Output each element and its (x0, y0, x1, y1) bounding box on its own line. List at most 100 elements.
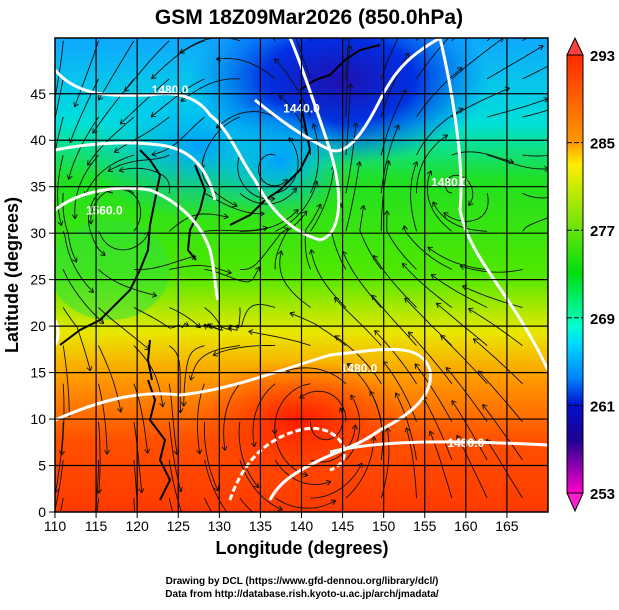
streamline (204, 497, 213, 512)
streamline (432, 201, 488, 232)
streamline-arrow (119, 119, 126, 125)
streamline-arrow (293, 208, 299, 215)
streamline-arrow (414, 363, 420, 369)
x-tick-label: 165 (495, 518, 519, 534)
streamline-arrow (221, 445, 228, 451)
streamline-arrow (196, 449, 203, 455)
streamline-arrow (213, 485, 219, 492)
streamline (407, 331, 453, 384)
streamline-arrow (226, 0, 231, 1)
streamline-arrow (291, 187, 298, 194)
streamline-arrow (356, 161, 362, 167)
footer-credit-drawing: Drawing by DCL (https://www.gfd-dennou.o… (166, 576, 439, 587)
streamline-arrow (384, 427, 391, 433)
streamline (285, 367, 347, 385)
streamline (98, 269, 157, 297)
streamline (404, 297, 453, 346)
streamline-arrow (98, 95, 104, 101)
colorbar-label: 293 (590, 48, 615, 65)
streamline (98, 231, 150, 251)
streamline-arrow (98, 318, 105, 325)
streamline (380, 427, 390, 499)
streamline-arrow (472, 338, 479, 344)
y-tick-label: 20 (30, 318, 46, 334)
streamline-arrow (430, 274, 437, 280)
figure-title: GSM 18Z09Mar2026 (850.0hPa) (155, 6, 463, 29)
streamline-arrow (412, 161, 419, 167)
streamline-arrow (289, 311, 295, 318)
streamline (487, 98, 548, 118)
streamline-arrow (468, 307, 474, 314)
streamline-arrow (404, 297, 410, 303)
streamline (451, 400, 488, 461)
streamline (299, 390, 347, 422)
streamline-arrow (394, 392, 401, 398)
streamline (459, 265, 523, 273)
streamline (98, 40, 135, 101)
streamline-arrow (113, 147, 120, 153)
contour-1480-east (438, 38, 548, 371)
streamline (456, 435, 488, 499)
streamline (416, 67, 463, 118)
streamline (62, 307, 91, 372)
coastline-philippines (147, 379, 172, 501)
streamline (395, 392, 417, 461)
x-tick-label: 130 (208, 518, 232, 534)
colorbar-label: 269 (590, 311, 615, 328)
streamline-arrow (66, 174, 73, 180)
colorbar-label: 261 (590, 398, 615, 415)
streamline-arrow (468, 200, 474, 206)
contour-1520 (55, 141, 217, 201)
streamline (168, 497, 174, 512)
coastline-taiwan (146, 339, 153, 381)
streamline (119, 78, 170, 125)
contour-1440 (254, 38, 441, 153)
streamline (204, 227, 268, 232)
streamline-arrow (445, 367, 452, 373)
streamline (451, 38, 504, 80)
y-tick-label: 10 (30, 411, 46, 427)
streamline (334, 335, 382, 384)
colorbar-label: 285 (590, 136, 615, 153)
x-tick-label: 115 (85, 518, 108, 534)
streamline (436, 302, 488, 346)
streamline-arrow (426, 170, 433, 176)
x-tick-label: 120 (125, 518, 149, 534)
streamline (124, 40, 170, 92)
streamline-arrow (346, 363, 353, 369)
streamline (310, 424, 356, 463)
streamline (55, 40, 64, 102)
streamline (180, 78, 240, 102)
streamline-arrow (248, 329, 254, 336)
streamline (380, 124, 400, 194)
streamline (345, 38, 350, 79)
streamline-arrow (442, 134, 449, 140)
streamline (274, 210, 308, 270)
streamline-arrow (330, 499, 337, 505)
streamline-arrow (302, 210, 308, 217)
streamline (522, 217, 548, 232)
streamline-arrow (352, 122, 359, 128)
streamline (62, 231, 94, 293)
streamline-arrow (150, 112, 157, 118)
warm-region (190, 360, 410, 480)
streamline (522, 192, 548, 199)
streamline (239, 497, 254, 512)
streamline (248, 330, 311, 347)
streamline-arrow (333, 297, 340, 303)
streamline-arrow (48, 144, 53, 149)
streamline-arrow (226, 269, 232, 275)
streamline (57, 154, 64, 226)
streamline (477, 370, 523, 423)
streamline-arrow (432, 201, 438, 207)
contour-label: 1480.0 (431, 176, 468, 190)
coastline-russia (299, 44, 381, 91)
streamline-arrow (316, 203, 322, 209)
grid-lines (55, 38, 548, 512)
streamline (386, 210, 417, 270)
streamline-arrow (104, 449, 110, 455)
streamline (118, 167, 171, 194)
streamline-arrow (459, 264, 465, 270)
streamline-arrow (477, 370, 484, 376)
